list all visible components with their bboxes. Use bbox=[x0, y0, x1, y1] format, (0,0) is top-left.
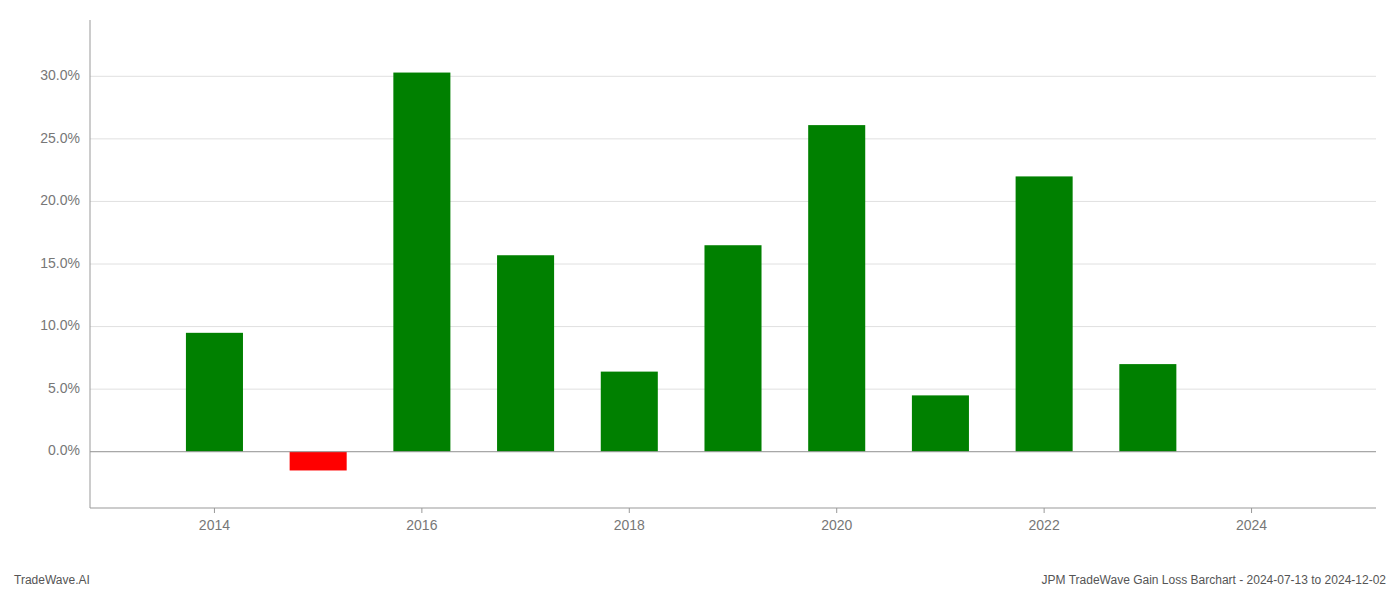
zero-line bbox=[90, 451, 1376, 452]
x-ticks: 2014 2016 2018 2020 2022 2024 bbox=[199, 508, 1267, 533]
bar bbox=[393, 73, 450, 452]
grid-line bbox=[90, 201, 1376, 202]
x-tick-label: 2024 bbox=[1236, 517, 1267, 533]
x-tick-label: 2022 bbox=[1029, 517, 1060, 533]
footer-right: JPM TradeWave Gain Loss Barchart - 2024-… bbox=[1042, 573, 1387, 587]
footer-left: TradeWave.AI bbox=[14, 573, 90, 587]
x-tick bbox=[421, 508, 422, 513]
bar bbox=[1016, 176, 1073, 451]
x-axis-line bbox=[90, 508, 1376, 509]
y-tick-label: 0.0% bbox=[48, 442, 80, 458]
footer: TradeWave.AI JPM TradeWave Gain Loss Barc… bbox=[14, 573, 1386, 587]
y-tick-label: 10.0% bbox=[40, 317, 80, 333]
bar bbox=[601, 372, 658, 452]
y-tick-labels: 0.0% 5.0% 10.0% 15.0% 20.0% 25.0% 30.0% bbox=[40, 67, 80, 458]
x-tick bbox=[629, 508, 630, 513]
bar bbox=[186, 333, 243, 452]
y-axis-line bbox=[90, 20, 91, 508]
x-tick-label: 2018 bbox=[614, 517, 645, 533]
y-tick-label: 5.0% bbox=[48, 380, 80, 396]
bar bbox=[290, 452, 347, 471]
bar bbox=[912, 395, 969, 451]
x-tick bbox=[1251, 508, 1252, 513]
y-grid bbox=[90, 76, 1376, 451]
x-tick-label: 2014 bbox=[199, 517, 230, 533]
grid-line bbox=[90, 451, 1376, 452]
axes bbox=[90, 20, 1376, 508]
bar bbox=[497, 255, 554, 451]
y-tick-label: 15.0% bbox=[40, 255, 80, 271]
bars bbox=[186, 73, 1176, 471]
grid-line bbox=[90, 76, 1376, 77]
grid-line bbox=[90, 138, 1376, 139]
page: {"chart_data": { "type": "bar", "x": [20… bbox=[0, 0, 1400, 600]
x-tick bbox=[1044, 508, 1045, 513]
bar bbox=[704, 245, 761, 451]
y-tick-label: 25.0% bbox=[40, 130, 80, 146]
y-tick-label: 20.0% bbox=[40, 192, 80, 208]
x-tick bbox=[836, 508, 837, 513]
x-tick-label: 2016 bbox=[406, 517, 437, 533]
chart: 0.0%5.0%10.0%15.0%20.0%25.0%30.0%2014201… bbox=[0, 0, 1400, 600]
y-tick-label: 30.0% bbox=[40, 67, 80, 83]
x-tick bbox=[214, 508, 215, 513]
x-tick-label: 2020 bbox=[821, 517, 852, 533]
bar bbox=[1119, 364, 1176, 452]
bar bbox=[808, 125, 865, 452]
